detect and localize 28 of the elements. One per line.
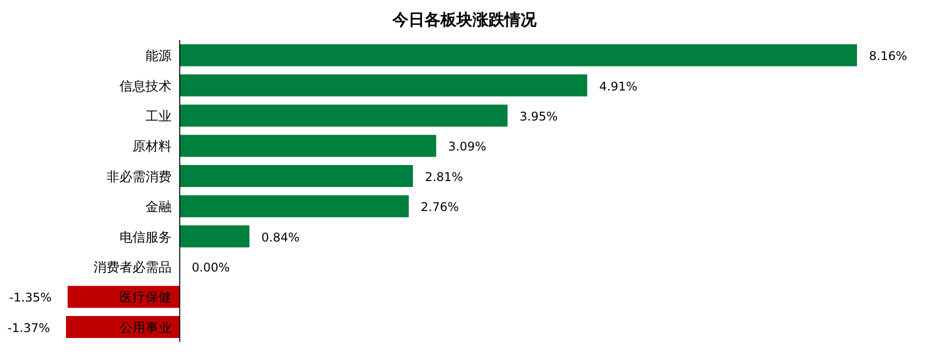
y-tick-label: 消费者必需品 [94, 260, 172, 276]
y-tick-label: 原材料 [132, 140, 172, 155]
bar [180, 44, 857, 66]
data-label: -1.37% [8, 320, 50, 335]
data-label: 2.81% [424, 170, 464, 184]
bar [180, 104, 508, 127]
bar [180, 225, 250, 248]
data-label: 8.16% [869, 49, 908, 64]
bar [180, 165, 413, 188]
y-tick-label: 工业 [146, 110, 172, 124]
bar [180, 134, 436, 157]
y-tick-label: 公用事业 [120, 320, 172, 336]
data-label: 3.09% [448, 140, 486, 154]
data-label: 0.00% [192, 260, 230, 274]
y-tick-label: 能源 [146, 49, 172, 64]
chart-title: 今日各板块涨跌情况 [391, 10, 538, 31]
y-tick-label: 医疗保健 [120, 290, 172, 306]
data-label: 2.76% [420, 200, 459, 214]
y-tick-label: 电信服务 [120, 230, 172, 246]
data-label: 0.84% [261, 230, 300, 244]
data-label: 4.91% [599, 79, 638, 94]
y-tick-label: 金融 [146, 200, 172, 216]
y-tick-label: 信息技术 [120, 79, 172, 94]
data-label: 3.95% [520, 110, 558, 124]
bar [180, 195, 409, 218]
data-label: -1.35% [9, 290, 52, 305]
y-tick-label: 非必需消费 [106, 170, 172, 185]
bar [180, 74, 588, 96]
